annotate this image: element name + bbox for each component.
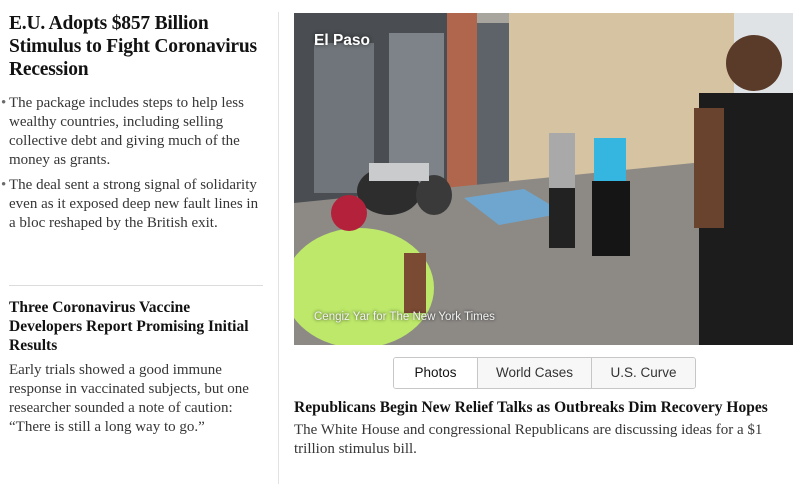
third-story-summary: The White House and congressional Republ…: [294, 422, 763, 457]
bullet-dot-icon: •: [1, 177, 7, 193]
lead-story-bullet: • The deal sent a strong signal of solida…: [1, 176, 267, 233]
story-divider: [9, 285, 263, 286]
bullet-text: The deal sent a strong signal of solidar…: [9, 177, 259, 231]
bullet-text: The package includes steps to help less …: [9, 95, 244, 168]
media-tabs: Photos World Cases U.S. Curve: [393, 357, 696, 389]
lead-story-headline[interactable]: E.U. Adopts $857 Billion Stimulus to Fig…: [9, 13, 257, 80]
lead-story: E.U. Adopts $857 Billion Stimulus to Fig…: [1, 12, 267, 239]
column-divider: [278, 12, 279, 484]
el-paso-photo[interactable]: El Paso Cengiz Yar for The New York Time…: [294, 13, 793, 345]
second-story-headline[interactable]: Three Coronavirus Vaccine Developers Rep…: [9, 299, 249, 354]
tab-us-curve[interactable]: U.S. Curve: [591, 358, 695, 388]
lead-story-bullet: • The package includes steps to help less…: [1, 94, 267, 170]
third-story: Republicans Begin New Relief Talks as Ou…: [294, 398, 794, 459]
photo-credit: Cengiz Yar for The New York Times: [314, 311, 495, 323]
tab-photos[interactable]: Photos: [394, 358, 477, 388]
second-story-summary: Early trials showed a good immune respon…: [9, 362, 249, 435]
lead-story-bullets: • The package includes steps to help less…: [1, 94, 267, 233]
photo-location-label: El Paso: [314, 32, 370, 49]
bullet-dot-icon: •: [1, 95, 7, 111]
second-story: Three Coronavirus Vaccine Developers Rep…: [9, 298, 267, 437]
third-story-headline[interactable]: Republicans Begin New Relief Talks as Ou…: [294, 399, 768, 416]
photo-illustration: [294, 13, 793, 345]
tab-world-cases[interactable]: World Cases: [477, 358, 591, 388]
